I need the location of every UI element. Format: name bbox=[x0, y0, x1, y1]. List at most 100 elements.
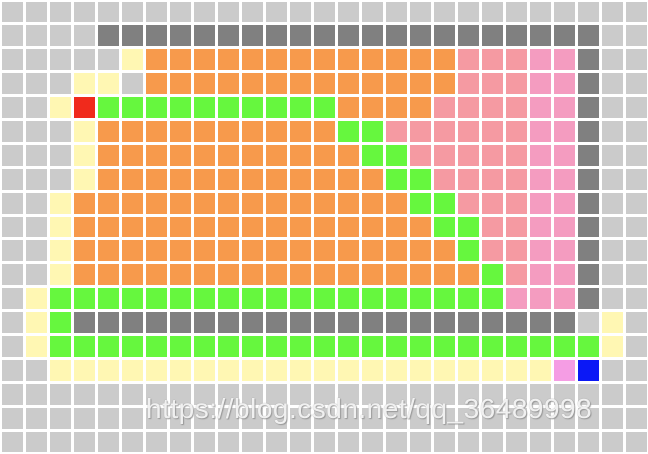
empty-tile bbox=[25, 431, 47, 453]
border-tile bbox=[313, 359, 335, 381]
path-tile bbox=[313, 97, 335, 118]
salmon-tile bbox=[481, 216, 503, 238]
path-tile bbox=[337, 120, 359, 142]
border-tile bbox=[73, 359, 95, 381]
border-tile bbox=[433, 359, 455, 381]
wall-tile bbox=[337, 312, 359, 334]
wall-tile bbox=[529, 312, 551, 334]
orange-tile bbox=[337, 49, 359, 71]
path-tile bbox=[265, 336, 287, 357]
empty-tile bbox=[601, 192, 623, 214]
salmon-tile bbox=[505, 168, 527, 190]
empty-tile bbox=[1, 240, 23, 262]
empty-tile bbox=[1, 288, 23, 310]
pink-tile bbox=[529, 73, 551, 95]
wall-tile bbox=[577, 120, 599, 142]
pink-tile bbox=[553, 240, 575, 262]
border-tile bbox=[73, 120, 95, 142]
empty-tile bbox=[625, 120, 647, 142]
path-tile bbox=[385, 168, 407, 190]
empty-tile bbox=[265, 383, 287, 405]
empty-tile bbox=[625, 97, 647, 118]
empty-tile bbox=[625, 73, 647, 95]
empty-tile bbox=[625, 288, 647, 310]
pink-tile bbox=[529, 288, 551, 310]
orange-tile bbox=[121, 216, 143, 238]
orange-tile bbox=[217, 240, 239, 262]
empty-tile bbox=[145, 383, 167, 405]
empty-tile bbox=[313, 407, 335, 429]
empty-tile bbox=[625, 359, 647, 381]
border-tile bbox=[25, 288, 47, 310]
border-tile bbox=[73, 73, 95, 95]
orange-tile bbox=[97, 120, 119, 142]
empty-tile bbox=[361, 1, 383, 23]
empty-tile bbox=[481, 431, 503, 453]
empty-tile bbox=[313, 431, 335, 453]
empty-tile bbox=[49, 431, 71, 453]
orange-tile bbox=[217, 120, 239, 142]
wall-tile bbox=[529, 25, 551, 47]
border-tile bbox=[457, 359, 479, 381]
path-tile bbox=[577, 336, 599, 357]
path-tile bbox=[361, 144, 383, 166]
wall-tile bbox=[553, 25, 575, 47]
path-tile bbox=[361, 336, 383, 357]
empty-tile bbox=[25, 216, 47, 238]
salmon-tile bbox=[505, 216, 527, 238]
empty-tile bbox=[193, 407, 215, 429]
empty-tile bbox=[481, 383, 503, 405]
empty-tile bbox=[625, 240, 647, 262]
pink-tile bbox=[553, 73, 575, 95]
empty-tile bbox=[25, 407, 47, 429]
empty-tile bbox=[409, 407, 431, 429]
path-tile bbox=[433, 192, 455, 214]
empty-tile bbox=[625, 264, 647, 286]
salmon-tile bbox=[481, 73, 503, 95]
empty-tile bbox=[25, 1, 47, 23]
path-tile bbox=[169, 336, 191, 357]
orange-tile bbox=[289, 168, 311, 190]
empty-tile bbox=[601, 25, 623, 47]
path-tile bbox=[385, 288, 407, 310]
salmon-tile bbox=[481, 240, 503, 262]
salmon-tile bbox=[457, 168, 479, 190]
border-tile bbox=[49, 97, 71, 118]
orange-tile bbox=[193, 192, 215, 214]
orange-tile bbox=[217, 144, 239, 166]
salmon-tile bbox=[505, 144, 527, 166]
orange-tile bbox=[289, 49, 311, 71]
orange-tile bbox=[409, 240, 431, 262]
salmon-tile bbox=[433, 120, 455, 142]
wall-tile bbox=[577, 264, 599, 286]
salmon-tile bbox=[457, 120, 479, 142]
empty-tile bbox=[577, 1, 599, 23]
empty-tile bbox=[505, 1, 527, 23]
border-tile bbox=[217, 359, 239, 381]
orange-tile bbox=[217, 216, 239, 238]
empty-tile bbox=[193, 383, 215, 405]
orange-tile bbox=[121, 264, 143, 286]
empty-tile bbox=[289, 1, 311, 23]
border-tile bbox=[49, 240, 71, 262]
orange-tile bbox=[313, 168, 335, 190]
wall-tile bbox=[97, 312, 119, 334]
wall-tile bbox=[433, 25, 455, 47]
salmon-tile bbox=[409, 120, 431, 142]
orange-tile bbox=[313, 240, 335, 262]
orange-tile bbox=[121, 192, 143, 214]
orange-tile bbox=[361, 49, 383, 71]
start-tile bbox=[73, 97, 95, 118]
orange-tile bbox=[289, 216, 311, 238]
empty-tile bbox=[1, 431, 23, 453]
empty-tile bbox=[625, 383, 647, 405]
orange-tile bbox=[193, 216, 215, 238]
empty-tile bbox=[577, 383, 599, 405]
orange-tile bbox=[385, 97, 407, 118]
border-tile bbox=[49, 192, 71, 214]
empty-tile bbox=[25, 383, 47, 405]
empty-tile bbox=[49, 25, 71, 47]
orange-tile bbox=[169, 49, 191, 71]
orange-tile bbox=[73, 216, 95, 238]
pink-tile bbox=[529, 264, 551, 286]
